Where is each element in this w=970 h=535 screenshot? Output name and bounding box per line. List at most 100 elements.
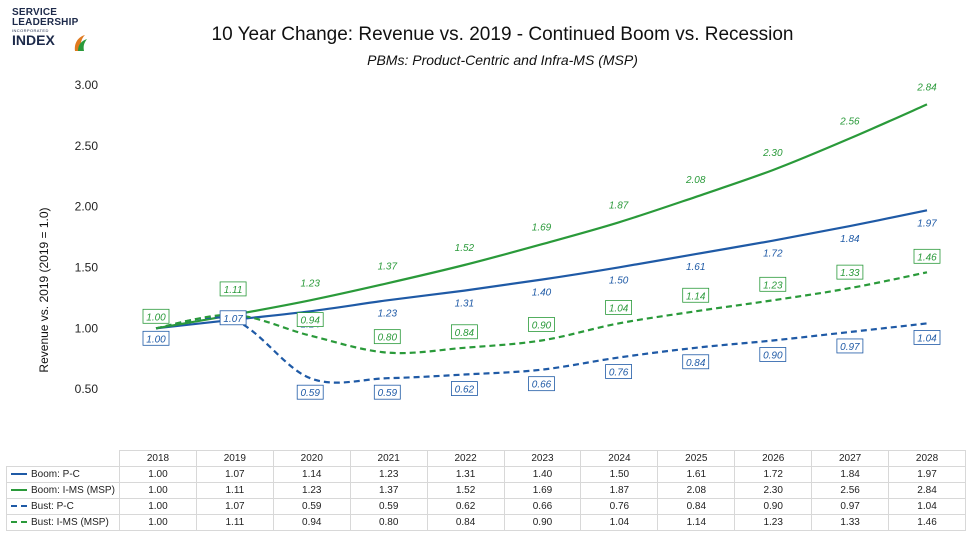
data-label-text: 0.90 (763, 350, 783, 361)
data-label: 0.90 (759, 347, 787, 362)
data-label-box (759, 347, 787, 362)
y-tick-label: 2.00 (75, 200, 99, 214)
data-label: 1.31 (455, 299, 474, 310)
table-cell: 1.23 (272, 482, 351, 499)
table-cell: 1.33 (811, 514, 890, 531)
table-cell: 1.97 (888, 466, 966, 483)
y-tick-label: 2.50 (75, 139, 99, 153)
data-label-text: 1.69 (532, 222, 552, 233)
table-cell: 1.11 (195, 514, 274, 531)
data-label-text: 0.84 (455, 328, 475, 339)
table-cell: 1.23 (734, 514, 813, 531)
data-label: 1.07 (219, 310, 247, 326)
logo-swoosh-icon (74, 35, 87, 51)
data-label: 1.61 (686, 262, 705, 273)
data-label: 1.23 (300, 278, 320, 289)
data-label: 1.97 (917, 218, 937, 229)
table-cell: 1.14 (272, 466, 351, 483)
data-label: 0.94 (296, 312, 324, 328)
table-cell: 0.80 (349, 514, 428, 531)
data-label-text: 1.87 (609, 200, 629, 211)
data-label: 2.84 (916, 82, 937, 93)
data-label-text: 2.30 (762, 148, 783, 159)
table-cell: 0.59 (349, 498, 428, 515)
table-year-header: 2025 (657, 450, 736, 467)
data-label-text: 0.84 (686, 358, 706, 369)
data-label-box (450, 324, 478, 340)
table-row: Boom: P-C 1.00 1.07 1.14 1.23 1.31 1.40 1.50 1.6… (6, 466, 966, 483)
table-cell: 1.11 (195, 482, 274, 499)
data-label-box (759, 276, 787, 292)
table-cell: 1.31 (426, 466, 505, 483)
data-label: 1.04 (913, 330, 941, 345)
table-cell: 1.46 (888, 514, 966, 531)
table-cell: 2.56 (811, 482, 890, 499)
table-series-name: Boom: I-MS (MSP) (6, 482, 120, 499)
table-corner (6, 450, 120, 467)
data-label-text: 0.59 (378, 388, 398, 399)
data-label: 1.52 (455, 243, 475, 254)
data-label-box (836, 264, 864, 280)
data-label-text: 1.50 (609, 275, 629, 286)
table-row: Bust: I-MS (MSP) 1.00 1.11 0.94 0.80 0.84 0.90… (6, 514, 966, 531)
y-tick-label: - (94, 443, 98, 450)
table-cell: 1.00 (119, 498, 197, 515)
data-label: 0.84 (450, 324, 478, 340)
table-cell: 1.00 (119, 466, 197, 483)
data-label-text: 0.94 (300, 316, 320, 327)
data-label-text: 1.14 (686, 291, 706, 302)
table-cell: 1.04 (888, 498, 966, 515)
data-label: 0.59 (373, 384, 401, 400)
data-label-text: 0.76 (609, 368, 629, 379)
data-label-text: 1.07 (223, 314, 243, 325)
data-label: 1.33 (836, 264, 864, 280)
chart-title: 10 Year Change: Revenue vs. 2019 - Conti… (211, 24, 794, 45)
data-label-text: 1.00 (146, 312, 166, 323)
table-cell: 0.90 (734, 498, 813, 515)
data-label: 1.23 (378, 308, 398, 319)
data-label: 1.84 (840, 234, 860, 245)
y-tick-label: 0.50 (75, 382, 99, 396)
data-label: 2.56 (839, 116, 860, 127)
data-label-text: 1.00 (146, 334, 166, 345)
legend-key-icon (11, 505, 27, 508)
y-tick-label: 1.00 (75, 321, 99, 335)
data-label-box (913, 330, 941, 345)
data-label-text: 1.33 (840, 268, 860, 279)
data-label-box (142, 330, 170, 346)
data-label: 0.90 (528, 317, 555, 332)
data-label: 1.46 (913, 248, 941, 264)
table-year-header: 2028 (888, 450, 966, 467)
data-label-box (373, 329, 401, 345)
data-label-box (219, 310, 247, 326)
data-label: 1.72 (763, 249, 783, 260)
logo-line-2: LEADERSHIP (12, 17, 79, 28)
data-label-text: 2.56 (839, 116, 860, 127)
data-label-text: 1.23 (378, 308, 398, 319)
table-year-header: 2027 (811, 450, 890, 467)
table-cell: 1.50 (580, 466, 659, 483)
table-cell: 2.08 (657, 482, 736, 499)
data-label-text: 1.61 (686, 262, 705, 273)
logo-line-4: INDEX (12, 32, 55, 48)
data-label: 0.66 (528, 376, 555, 392)
logo-line-3: INCORPORATED (12, 28, 49, 33)
table-row: Bust: P-C 1.00 1.07 0.59 0.59 0.62 0.66 0.76 0.8… (6, 498, 966, 515)
data-label: 1.14 (682, 287, 710, 303)
table-row: Boom: I-MS (MSP) 1.00 1.11 1.23 1.37 1.52 1.69… (6, 482, 966, 499)
table-cell: 1.72 (734, 466, 813, 483)
data-label: 1.37 (378, 261, 398, 272)
data-label-box (528, 317, 555, 332)
table-cell: 1.69 (503, 482, 582, 499)
data-label-box (682, 287, 710, 303)
data-label: 0.97 (836, 338, 864, 354)
table-cell: 0.84 (657, 498, 736, 515)
data-label-text: 0.80 (378, 333, 398, 344)
data-label-text: 0.59 (300, 388, 320, 399)
data-label-box (605, 364, 632, 379)
data-label: 2.30 (762, 148, 783, 159)
table-cell: 1.07 (195, 498, 274, 515)
series-line-3 (155, 271, 928, 355)
table-cell: 1.61 (657, 466, 736, 483)
line-chart: -0.501.001.502.002.503.00 1.231.371.521.… (75, 78, 941, 450)
